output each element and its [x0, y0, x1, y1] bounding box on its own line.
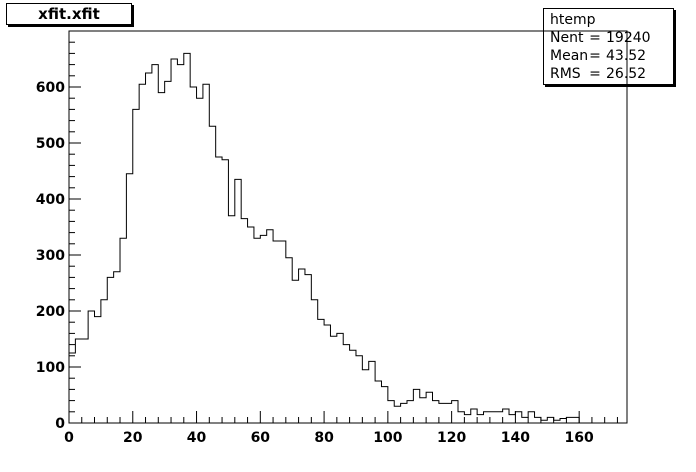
stat-row-mean: Mean = 43.52: [550, 47, 667, 65]
x-tick-label: 80: [314, 430, 334, 446]
axis-ticks: [68, 41, 618, 424]
x-tick-label: 160: [565, 430, 594, 446]
x-tick-label: 60: [251, 430, 271, 446]
stat-label: Nent: [550, 30, 584, 46]
stat-equals: =: [589, 66, 601, 82]
y-tick-label: 0: [55, 416, 65, 432]
stat-value: 43.52: [606, 48, 647, 64]
x-tick-label: 120: [437, 430, 466, 446]
y-tick-label: 300: [36, 248, 65, 264]
stat-equals: =: [589, 30, 601, 46]
axis-tick-labels: 0 20 40 60 80 100 120 140 160 0 100 200 300 400 500 600: [36, 80, 594, 446]
y-tick-label: 500: [36, 136, 65, 152]
stats-box: htemp Nent = 19240 Mean = 43.52 RMS = 26…: [543, 8, 674, 85]
stat-equals: =: [589, 48, 601, 64]
histogram-outline: [68, 52, 580, 423]
plot-frame: [68, 30, 628, 424]
y-tick-label: 400: [36, 192, 65, 208]
x-tick-label: 0: [64, 430, 74, 446]
x-tick-label: 20: [123, 430, 143, 446]
stat-row-nent: Nent = 19240: [550, 29, 667, 47]
stats-name: htemp: [550, 12, 596, 28]
stat-value: 19240: [606, 30, 651, 46]
stat-value: 26.52: [606, 66, 647, 82]
x-tick-label: 40: [187, 430, 207, 446]
y-tick-label: 100: [36, 360, 65, 376]
y-tick-label: 600: [36, 80, 65, 96]
x-tick-label: 140: [501, 430, 530, 446]
x-tick-label: 100: [373, 430, 402, 446]
histogram-title: xfit.xfit: [38, 5, 100, 23]
y-tick-label: 200: [36, 304, 65, 320]
stat-label: Mean: [550, 48, 589, 64]
stat-row-rms: RMS = 26.52: [550, 65, 667, 83]
histogram-title-box: xfit.xfit: [6, 3, 132, 25]
stat-label: RMS: [550, 66, 581, 82]
